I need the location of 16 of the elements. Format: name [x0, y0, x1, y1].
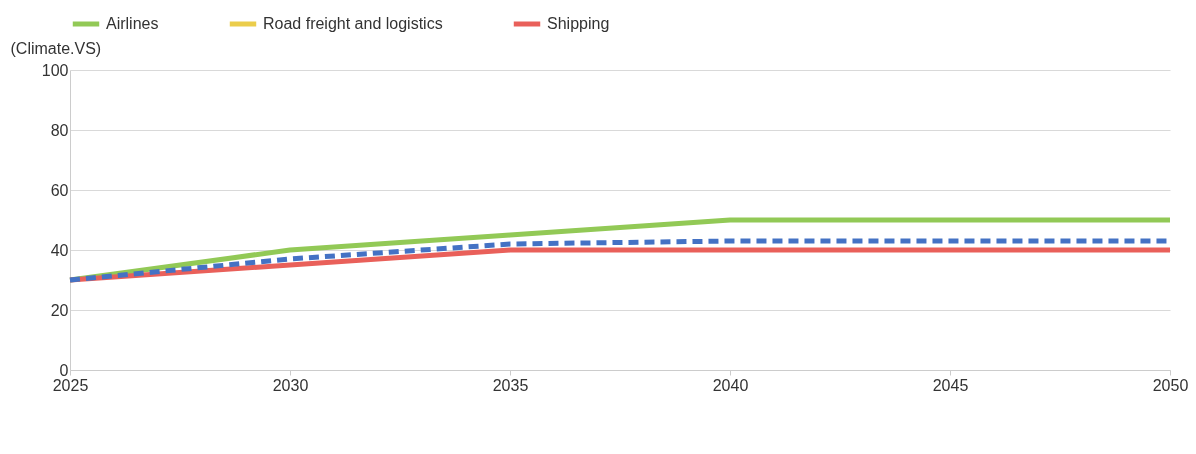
- x-tick-label: 2035: [492, 376, 529, 394]
- y-tick-label: 20: [50, 301, 69, 319]
- y-axis-title: (Climate.VS): [10, 39, 102, 57]
- x-tick-label: 2045: [932, 376, 969, 394]
- x-tick-label: 2050: [1152, 376, 1189, 394]
- y-tick-label: 0: [59, 361, 69, 379]
- legend-label: Shipping: [547, 15, 610, 32]
- y-tick-label: 40: [50, 241, 69, 259]
- legend-label: Road freight and logistics: [263, 15, 443, 32]
- y-tick-label: 60: [50, 181, 69, 199]
- x-tick-label: 2040: [712, 376, 749, 394]
- legend-label: Airlines: [106, 15, 159, 32]
- y-tick-label: 80: [50, 121, 69, 139]
- x-tick-label: 2025: [52, 376, 89, 394]
- x-tick-label: 2030: [272, 376, 309, 394]
- y-tick-label: 100: [41, 61, 69, 79]
